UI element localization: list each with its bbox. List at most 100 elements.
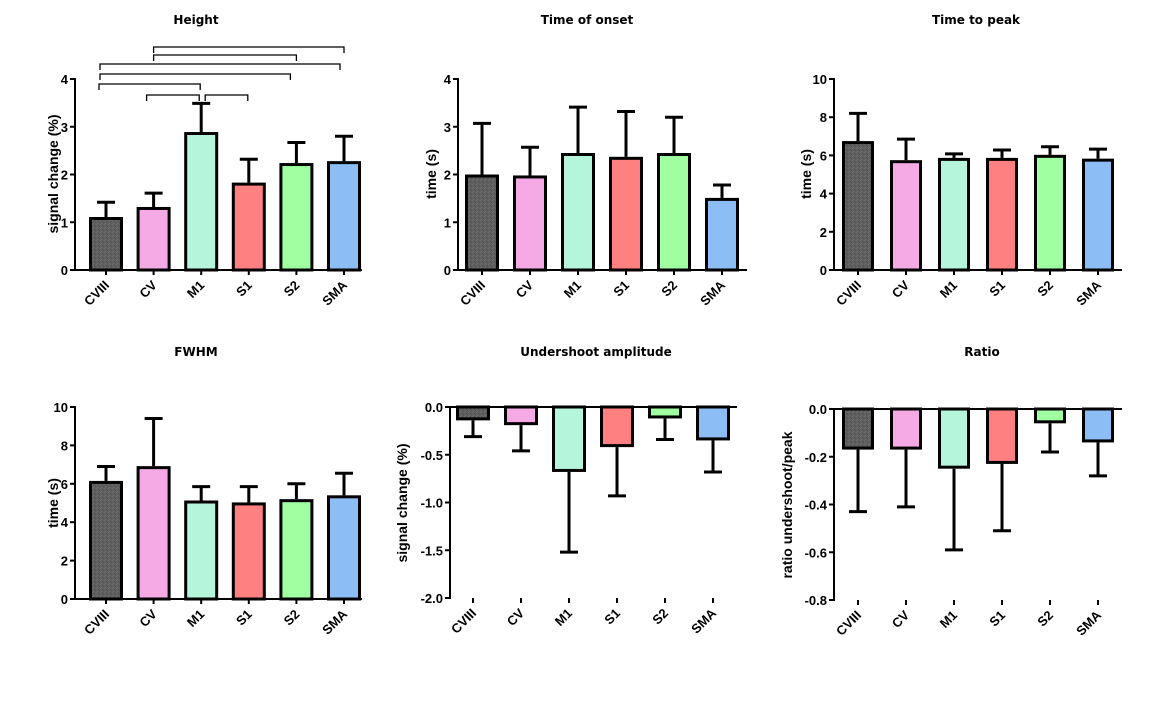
bar-s2 (657, 153, 691, 272)
chart-title: Time of onset (541, 13, 634, 27)
x-tick-label: S1 (986, 278, 1008, 300)
x-tick-label: CV (504, 605, 528, 629)
y-tick-label: 4 (820, 187, 828, 202)
y-tick-label: -2.0 (421, 591, 443, 606)
bar-sma (1082, 158, 1114, 272)
y-tick-label: 10 (813, 72, 827, 87)
x-tick-label: S1 (986, 608, 1008, 630)
y-axis-label: signal change (%) (394, 443, 410, 562)
bar-s1 (231, 502, 266, 601)
chart-title: Height (173, 13, 218, 27)
y-tick-label: -0.5 (421, 448, 443, 463)
panel-fwhm: FWHM time (s) 0 2 4 6 8 10 CVIII CV M1 S1 S2 SMA (45, 345, 362, 638)
bar-cviii (89, 216, 123, 272)
x-tick-label: M1 (184, 278, 207, 301)
y-tick-label: 2 (820, 225, 827, 240)
bar-cviii (465, 174, 499, 272)
panel-time-to-peak: Time to peak time (s) 0 2 4 6 8 10 CVIII CV M1 S1… (798, 13, 1122, 309)
bar-s2 (648, 405, 682, 419)
bar-s1 (986, 407, 1018, 464)
y-axis-label: time (s) (423, 149, 439, 199)
x-tick-label: S2 (658, 278, 680, 300)
bar-s1 (986, 157, 1018, 272)
y-axis-label: time (s) (45, 478, 61, 528)
x-tick-label: S1 (601, 606, 623, 628)
bar-sma (327, 495, 361, 601)
bar-sma (705, 197, 739, 272)
y-tick-label: 3 (61, 120, 68, 135)
bar-m1 (938, 157, 970, 272)
y-axis-label: time (s) (798, 149, 814, 199)
y-tick-label: 0.0 (809, 402, 827, 417)
y-tick-label: -0.2 (805, 450, 827, 465)
y-tick-label: 0 (61, 592, 68, 607)
y-tick-label: -0.4 (805, 498, 828, 513)
x-tick-label: S1 (233, 278, 255, 300)
y-tick-label: -0.6 (805, 545, 827, 560)
y-tick-label: 4 (444, 72, 452, 87)
y-tick-label: -1.5 (421, 543, 443, 558)
bar-m1 (561, 153, 595, 272)
y-tick-label: 0.0 (425, 400, 443, 415)
bar-s1 (600, 405, 634, 448)
x-tick-label: CVIII (81, 278, 112, 309)
significance-bracket (98, 83, 201, 90)
bar-cviii (842, 141, 874, 272)
y-tick-label: 8 (820, 110, 827, 125)
y-tick-label: 4 (61, 72, 69, 87)
y-tick-label: 6 (61, 477, 68, 492)
x-tick-label: S2 (1034, 278, 1056, 300)
y-tick-label: 6 (820, 148, 827, 163)
significance-bracket (99, 63, 341, 70)
x-tick-label: S2 (281, 278, 303, 300)
bar-cviii (89, 480, 123, 601)
bar-cviii (842, 407, 874, 450)
x-tick-label: CV (513, 277, 537, 301)
x-tick-label: CV (889, 607, 913, 631)
bar-sma (1082, 407, 1114, 443)
y-axis-label: signal change (%) (45, 114, 61, 233)
bar-s2 (279, 499, 314, 601)
x-tick-label: S2 (281, 607, 303, 629)
x-tick-label: M1 (937, 278, 960, 301)
bar-s1 (609, 156, 643, 272)
x-tick-label: M1 (552, 606, 575, 629)
bar-m1 (552, 405, 586, 472)
y-tick-label: 8 (61, 438, 68, 453)
y-tick-label: 2 (61, 168, 68, 183)
panel-ratio: Ratio ratio undershoot/peak 0.0 -0.2 -0.4 -… (779, 345, 1122, 639)
y-tick-label: 1 (61, 215, 68, 230)
x-tick-label: CVIII (81, 607, 112, 638)
significance-bracket (152, 46, 345, 53)
chart-title: Ratio (964, 345, 999, 359)
bar-cv (504, 405, 538, 426)
bar-sma (696, 405, 730, 441)
x-tick-label: CV (889, 277, 913, 301)
bar-cv (136, 466, 171, 601)
y-tick-label: 0 (61, 263, 68, 278)
bar-cv (890, 160, 922, 272)
y-tick-label: 2 (444, 168, 451, 183)
y-tick-label: 3 (444, 120, 451, 135)
x-tick-label: M1 (561, 278, 584, 301)
x-tick-label: CVIII (448, 606, 479, 637)
bar-s2 (1034, 154, 1066, 272)
significance-bracket (152, 54, 298, 61)
x-tick-label: CVIII (833, 608, 864, 639)
significance-bracket (145, 94, 200, 101)
bar-m1 (184, 500, 219, 601)
bar-s2 (1034, 407, 1066, 424)
significance-bracket (204, 94, 249, 101)
bar-cv (513, 175, 547, 272)
y-tick-label: 4 (61, 515, 69, 530)
x-tick-label: SMA (697, 277, 728, 308)
x-tick-label: CV (136, 606, 160, 630)
bar-cv (890, 407, 922, 450)
x-tick-label: SMA (688, 605, 719, 636)
panel-height: Height signal change (%) 0 1 2 3 4 CVIII CV M1 S… (45, 13, 362, 309)
x-tick-label: CVIII (833, 278, 864, 309)
panel-undershoot-amplitude: Undershoot amplitude signal change (%) 0… (394, 345, 737, 637)
bar-sma (327, 161, 361, 272)
x-tick-label: S2 (649, 606, 671, 628)
y-tick-label: 0 (444, 263, 451, 278)
